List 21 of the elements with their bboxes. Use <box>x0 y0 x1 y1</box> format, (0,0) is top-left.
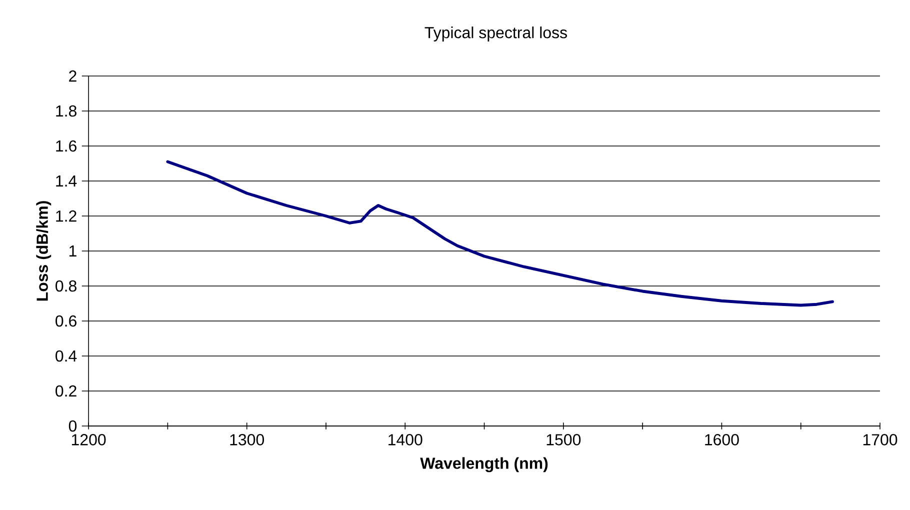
y-tick-label: 1.4 <box>56 175 77 186</box>
y-tick-label: 1 <box>69 245 76 256</box>
y-tick-label: 0.4 <box>56 350 77 362</box>
y-tick-label: 1.8 <box>56 105 76 117</box>
x-tick-label: 1600 <box>705 434 739 446</box>
x-tick-label: 1400 <box>388 434 422 446</box>
y-tick-label: 0.2 <box>56 385 76 397</box>
y-tick-label: 1.2 <box>56 210 76 222</box>
x-tick-label: 1200 <box>72 434 106 446</box>
line-series <box>166 160 834 307</box>
x-tick-label: 1500 <box>546 434 581 446</box>
y-tick-label: 0.6 <box>56 315 76 327</box>
y-axis-title: Loss (dB/km) <box>36 201 52 301</box>
y-tick-label: 2 <box>69 70 76 82</box>
x-tick-label: 1300 <box>230 434 264 446</box>
x-tick-label: 1700 <box>863 434 898 446</box>
y-tick-label: 1.6 <box>56 140 76 152</box>
chart-title: Typical spectral loss <box>424 26 567 42</box>
x-axis-title: Wavelength (nm) <box>420 457 548 472</box>
y-tick-label: 0.8 <box>56 280 76 292</box>
y-tick-label: 0 <box>68 420 77 432</box>
